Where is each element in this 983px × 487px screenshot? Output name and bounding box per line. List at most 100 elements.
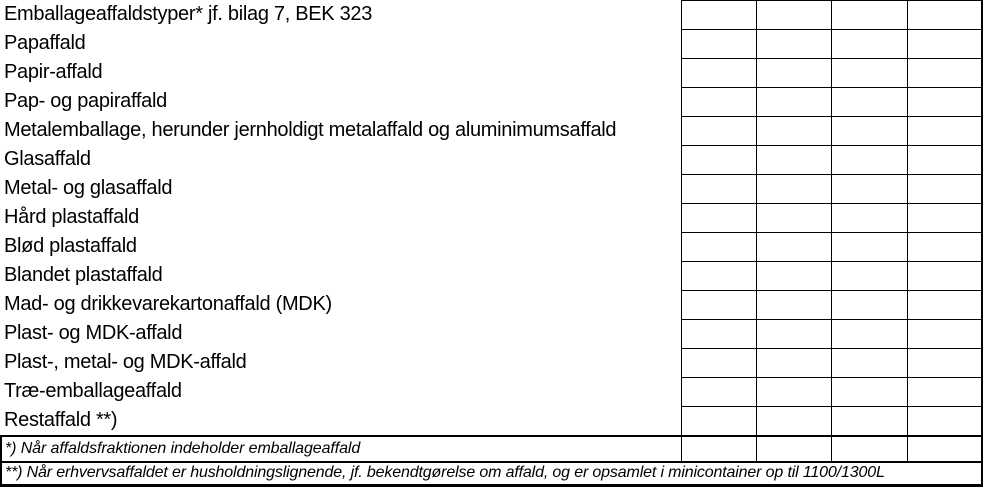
table-cell[interactable] <box>756 377 831 406</box>
table-cell[interactable] <box>681 203 756 232</box>
table-cell[interactable] <box>681 58 756 87</box>
table-cell[interactable] <box>756 406 831 435</box>
table-cell[interactable] <box>756 232 831 261</box>
table-cell[interactable] <box>681 29 756 58</box>
table-cell[interactable] <box>756 319 831 348</box>
table-cell[interactable] <box>681 145 756 174</box>
row-cells <box>681 348 983 377</box>
table-cell[interactable] <box>681 319 756 348</box>
footnote-2-text: **) Når erhvervsaffaldet er husholdnings… <box>5 464 885 481</box>
table-row: Hård plastaffald <box>0 203 983 232</box>
table-cell[interactable] <box>831 406 907 435</box>
table-cell[interactable] <box>831 348 907 377</box>
table-cell[interactable] <box>831 29 907 58</box>
table-cell[interactable] <box>756 437 831 461</box>
table-cell[interactable] <box>907 377 983 406</box>
waste-type-label: Hård plastaffald <box>4 206 139 228</box>
table-cell[interactable] <box>907 261 983 290</box>
row-cells <box>681 377 983 406</box>
table-cell[interactable] <box>831 174 907 203</box>
row-cells <box>681 174 983 203</box>
row-cells <box>681 87 983 116</box>
waste-type-label: Mad- og drikkevarekartonaffald (MDK) <box>4 293 332 315</box>
table-cell[interactable] <box>756 0 831 29</box>
table-cell[interactable] <box>681 232 756 261</box>
waste-type-label: Plast- og MDK-affald <box>4 322 183 344</box>
table-cell[interactable] <box>907 174 983 203</box>
table-header-row: Emballageaffaldstyper* jf. bilag 7, BEK … <box>0 0 983 29</box>
table-cell[interactable] <box>681 348 756 377</box>
table-cell[interactable] <box>756 203 831 232</box>
table-cell[interactable] <box>831 290 907 319</box>
row-cells <box>681 406 983 435</box>
table-cell[interactable] <box>756 348 831 377</box>
table-cell[interactable] <box>831 203 907 232</box>
table-cell[interactable] <box>907 203 983 232</box>
table-cell[interactable] <box>907 0 983 29</box>
table-cell[interactable] <box>907 87 983 116</box>
main-rows: Papaffald Papir-affald Pap- og papiraffa… <box>0 29 983 435</box>
row-cells <box>681 261 983 290</box>
table-cell[interactable] <box>681 0 756 29</box>
table-header-label: Emballageaffaldstyper* jf. bilag 7, BEK … <box>4 3 373 25</box>
table-cell[interactable] <box>907 437 983 461</box>
table-cell[interactable] <box>756 290 831 319</box>
table-cell[interactable] <box>681 290 756 319</box>
header-cells <box>681 0 983 29</box>
table-cell[interactable] <box>681 437 756 461</box>
table-cell[interactable] <box>907 29 983 58</box>
table-cell[interactable] <box>831 145 907 174</box>
table-cell[interactable] <box>831 232 907 261</box>
table-row: Restaffald **) <box>0 406 983 435</box>
table-cell[interactable] <box>681 116 756 145</box>
waste-type-label: Plast-, metal- og MDK-affald <box>4 351 247 373</box>
table-cell[interactable] <box>907 348 983 377</box>
table-cell[interactable] <box>756 145 831 174</box>
table-row: Metalemballage, herunder jernholdigt met… <box>0 116 983 145</box>
table-cell[interactable] <box>907 145 983 174</box>
table-cell[interactable] <box>681 377 756 406</box>
table-cell[interactable] <box>756 29 831 58</box>
table-cell[interactable] <box>756 58 831 87</box>
table-row: Plast-, metal- og MDK-affald <box>0 348 983 377</box>
waste-type-label: Papaffald <box>4 32 86 54</box>
waste-type-label: Træ-emballageaffald <box>4 380 182 402</box>
table-cell[interactable] <box>907 116 983 145</box>
waste-type-label: Blød plastaffald <box>4 235 137 257</box>
table-cell[interactable] <box>907 232 983 261</box>
table-cell[interactable] <box>756 174 831 203</box>
table-cell[interactable] <box>831 437 907 461</box>
row-cells <box>681 203 983 232</box>
table-cell[interactable] <box>756 87 831 116</box>
table-row: Blød plastaffald <box>0 232 983 261</box>
table-cell[interactable] <box>831 377 907 406</box>
table-row: Papir-affald <box>0 58 983 87</box>
table-cell[interactable] <box>756 116 831 145</box>
footnote-row-1: *) Når affaldsfraktionen indeholder emba… <box>0 435 983 461</box>
row-cells <box>681 116 983 145</box>
table-row: Metal- og glasaffald <box>0 174 983 203</box>
table-cell[interactable] <box>681 261 756 290</box>
table-row: Mad- og drikkevarekartonaffald (MDK) <box>0 290 983 319</box>
table-cell[interactable] <box>681 174 756 203</box>
table-row: Pap- og papiraffald <box>0 87 983 116</box>
table-cell[interactable] <box>831 116 907 145</box>
table-cell[interactable] <box>907 290 983 319</box>
table-cell[interactable] <box>831 58 907 87</box>
waste-type-label: Pap- og papiraffald <box>4 90 167 112</box>
row-cells <box>681 29 983 58</box>
table-cell[interactable] <box>907 319 983 348</box>
waste-type-label: Glasaffald <box>4 148 91 170</box>
table-cell[interactable] <box>907 58 983 87</box>
row-cells <box>681 232 983 261</box>
table-cell[interactable] <box>831 0 907 29</box>
table-cell[interactable] <box>831 319 907 348</box>
table-cell[interactable] <box>907 406 983 435</box>
table-cell[interactable] <box>831 261 907 290</box>
table-cell[interactable] <box>831 87 907 116</box>
table-cell[interactable] <box>681 406 756 435</box>
table-cell[interactable] <box>756 261 831 290</box>
table-row: Blandet plastaffald <box>0 261 983 290</box>
table-cell[interactable] <box>681 87 756 116</box>
table-row: Træ-emballageaffald <box>0 377 983 406</box>
